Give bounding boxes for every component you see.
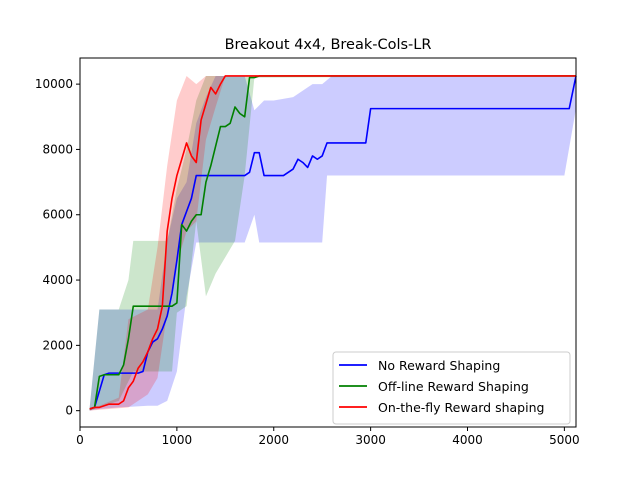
legend: No Reward Shaping Off-line Reward Shaping…: [332, 351, 571, 425]
no-reward-shaping-band: [89, 75, 576, 411]
on-the-fly-reward-shaping-band: [89, 75, 576, 411]
x-tick-label: 2000: [258, 433, 289, 447]
series-lines: [89, 75, 577, 410]
y-axis: 0 2000 4000 6000 8000 10000: [35, 77, 80, 418]
on-the-fly-reward-shaping-line: [89, 75, 576, 410]
no-reward-shaping-line: [89, 75, 577, 410]
legend-label: Off-line Reward Shaping: [378, 379, 529, 394]
y-tick-label: 10000: [35, 77, 73, 91]
x-tick-label: 3000: [355, 433, 386, 447]
chart-title: Breakout 4x4, Break-Cols-LR: [225, 37, 432, 53]
x-axis: 0 1000 2000 3000 4000 5000: [76, 427, 580, 447]
off-line-reward-shaping-line: [89, 75, 576, 410]
confidence-bands: [89, 75, 576, 411]
legend-label: No Reward Shaping: [378, 358, 500, 373]
y-tick-label: 2000: [42, 338, 73, 352]
x-tick-label: 1000: [162, 433, 193, 447]
y-tick-label: 0: [65, 404, 73, 418]
legend-box: [332, 351, 571, 425]
plot-frame: [79, 57, 577, 428]
y-tick-label: 6000: [42, 208, 73, 222]
y-tick-label: 4000: [42, 273, 73, 287]
legend-label: On-the-fly Reward shaping: [378, 400, 544, 415]
x-tick-label: 0: [76, 433, 84, 447]
x-tick-label: 5000: [549, 433, 580, 447]
x-tick-label: 4000: [452, 433, 483, 447]
off-line-reward-shaping-band: [89, 75, 576, 411]
y-tick-label: 8000: [42, 142, 73, 156]
